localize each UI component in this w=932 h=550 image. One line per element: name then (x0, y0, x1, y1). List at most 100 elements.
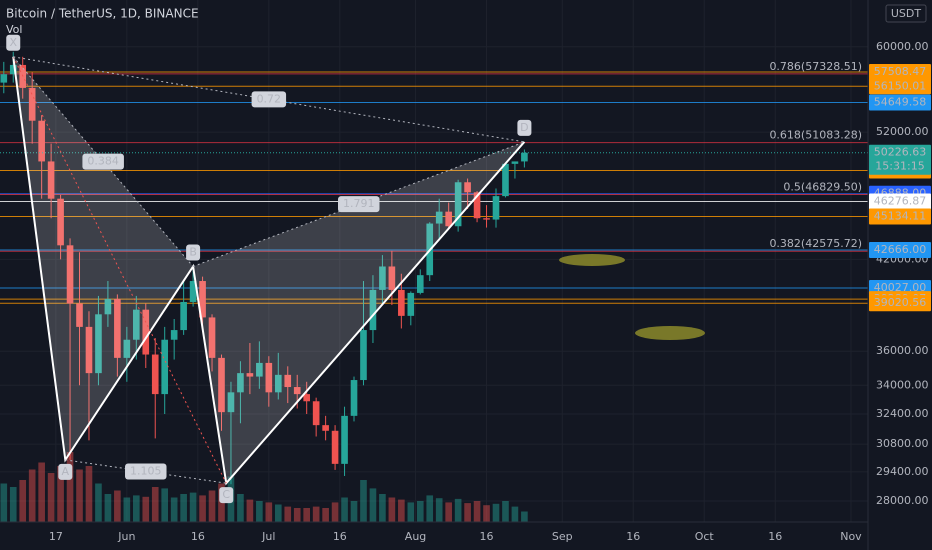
countdown-label: 15:31:15 (875, 160, 924, 173)
y-tick-label: 52000.00 (876, 125, 929, 138)
price-tag (869, 94, 931, 111)
pattern-point-label: X (9, 36, 17, 49)
volume-bar (57, 466, 64, 522)
volume-bar (407, 502, 415, 522)
y-tick-label: 29400.00 (876, 465, 929, 478)
highlight-ellipse (559, 254, 625, 266)
volume-bar (502, 501, 509, 522)
ratio-line (13, 56, 525, 143)
price-tag (869, 295, 931, 312)
candle-body (0, 74, 8, 83)
pattern-point-label: C (222, 488, 230, 501)
volume-bar (360, 480, 367, 522)
volume-bar (274, 504, 282, 522)
ratio-label-box (251, 91, 287, 108)
volume-bar (398, 499, 405, 522)
volume-bar (426, 495, 434, 522)
x-tick-label: Nov (840, 530, 862, 543)
volume-bar (312, 506, 320, 522)
volume-bar (208, 490, 216, 522)
candle-body (9, 64, 17, 75)
candle-body (199, 281, 206, 318)
candle-body (464, 182, 471, 193)
candle-body (142, 309, 150, 355)
volume-bar (511, 506, 519, 522)
candle-body (303, 394, 310, 402)
candle-body (189, 281, 197, 302)
fib-label: 0.786(57328.51) (769, 60, 862, 73)
candle-body (237, 373, 244, 393)
candle-body (114, 298, 121, 358)
candle-body (379, 266, 386, 290)
candle-body (284, 374, 292, 388)
y-tick-label: 36000.00 (876, 344, 929, 357)
price-tag-label: 45134.11 (874, 209, 927, 222)
volume-bar (483, 505, 490, 522)
candle-body (416, 275, 424, 293)
candle-body (28, 87, 36, 121)
pattern-point-label: A (62, 465, 70, 478)
volume-bar (114, 490, 121, 522)
volume-bar (19, 480, 27, 522)
pattern-point-label: B (189, 245, 197, 258)
candle-body (445, 211, 452, 227)
fib-label: 0.618(51083.28) (769, 129, 862, 142)
volume-bar (445, 502, 452, 522)
volume-bar (341, 497, 348, 522)
candle-body (95, 314, 102, 374)
x-tick-label: Aug (405, 530, 426, 543)
volume-bar (85, 466, 93, 522)
volume-bar (9, 487, 17, 522)
candle-body (104, 298, 112, 315)
candle-body (246, 373, 254, 377)
candle-body (369, 289, 377, 331)
currency-label[interactable]: USDT (891, 7, 922, 20)
y-tick-label: 34000.00 (876, 378, 929, 391)
currency-box[interactable] (885, 4, 927, 23)
candle-body (435, 211, 443, 224)
candle-body (47, 161, 55, 199)
volume-bar (303, 508, 310, 522)
volume-bar (123, 497, 131, 522)
volume-bar (454, 498, 462, 522)
fib-label: 0.5(46829.50) (783, 180, 862, 193)
candle-body (454, 182, 462, 227)
price-tag (869, 64, 931, 81)
symbol-title: Bitcoin / TetherUS, 1D, BINANCE (6, 7, 199, 21)
volume-bar (170, 497, 178, 522)
last-price-tag (869, 144, 931, 175)
candle-body (312, 401, 320, 426)
candle-body (521, 152, 528, 162)
x-tick-label: Sep (552, 530, 573, 543)
candle-body (256, 362, 263, 377)
pattern-fill (193, 141, 525, 484)
volume-bar (521, 511, 528, 522)
candle-body (151, 354, 159, 395)
pattern-point-box (186, 244, 201, 261)
x-tick-label: Jun (117, 530, 135, 543)
volume-bar (265, 502, 273, 522)
candle-body (360, 330, 367, 381)
candle-body (218, 357, 225, 413)
volume-bar (473, 501, 481, 522)
y-tick-label: 30800.00 (876, 437, 929, 450)
pattern-point-box (6, 34, 21, 51)
axes: 60000.0052000.0042000.0036000.0034000.00… (49, 40, 929, 543)
volume-bar (331, 502, 339, 522)
price-tag (869, 78, 931, 95)
volume-bar (256, 501, 263, 522)
candle-body (293, 387, 301, 395)
candle-body (180, 301, 187, 331)
volume-bar (180, 494, 187, 522)
candle-body (132, 309, 140, 340)
volume-bar (95, 483, 102, 522)
volume-bar (237, 494, 244, 522)
price-tag-label: 46276.87 (874, 195, 927, 208)
x-tick-label: 16 (480, 530, 494, 543)
price-tag-label: 54649.58 (874, 95, 927, 108)
x-tick-label: Oct (695, 530, 715, 543)
volume-bar (66, 452, 74, 522)
candle-body (66, 245, 74, 304)
